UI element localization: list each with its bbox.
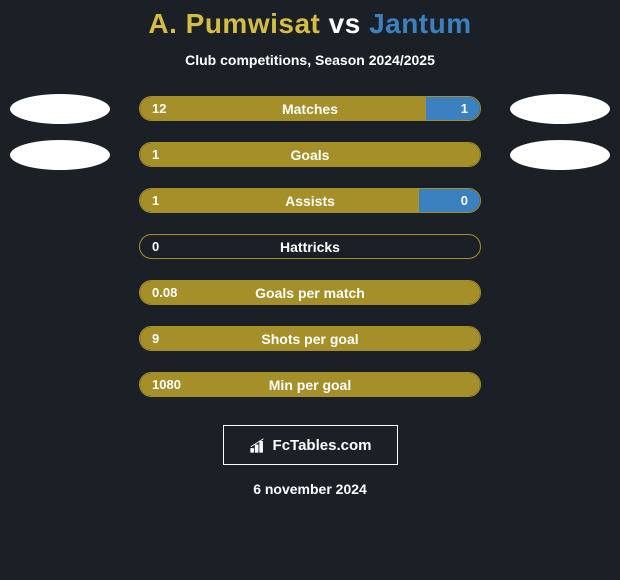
stat-row: 0.08 Goals per match [0, 280, 620, 305]
player-left-name: A. Pumwisat [148, 8, 320, 39]
chart-icon [249, 436, 267, 454]
stat-label: Shots per goal [261, 331, 358, 347]
stat-label: Hattricks [280, 239, 340, 255]
stat-row: 9 Shots per goal [0, 326, 620, 351]
player-right-badge [510, 140, 610, 170]
stat-right-value: 0 [461, 193, 468, 208]
player-right-badge [510, 94, 610, 124]
player-left-badge [10, 140, 110, 170]
stat-label: Matches [282, 101, 338, 117]
player-right-name: Jantum [369, 8, 472, 39]
comparison-infographic: A. Pumwisat vs Jantum Club competitions,… [0, 0, 620, 580]
stat-row: 1080 Min per goal [0, 372, 620, 397]
stat-left-value: 1 [152, 147, 159, 162]
bar-fill-left [140, 189, 419, 212]
subtitle: Club competitions, Season 2024/2025 [185, 52, 435, 68]
stat-label: Assists [285, 193, 335, 209]
stat-bar: 1 Goals [139, 142, 481, 167]
player-left-badge [10, 94, 110, 124]
stat-bar: 0.08 Goals per match [139, 280, 481, 305]
title-vs: vs [329, 8, 361, 39]
stat-bar: 1 0 Assists [139, 188, 481, 213]
stat-label: Min per goal [269, 377, 351, 393]
stat-bar: 12 1 Matches [139, 96, 481, 121]
stat-left-value: 0.08 [152, 285, 177, 300]
bar-fill-right [419, 189, 480, 212]
stat-left-value: 1 [152, 193, 159, 208]
stats-list: 12 1 Matches 1 Goals 1 0 Assists 0 Hattricks 0.08 G… [0, 96, 620, 397]
stat-left-value: 9 [152, 331, 159, 346]
stat-row: 0 Hattricks [0, 234, 620, 259]
stat-bar: 1080 Min per goal [139, 372, 481, 397]
logo-text: FcTables.com [273, 437, 372, 454]
stat-label: Goals [291, 147, 330, 163]
page-title: A. Pumwisat vs Jantum [148, 8, 471, 40]
stat-bar: 0 Hattricks [139, 234, 481, 259]
stat-row: 1 0 Assists [0, 188, 620, 213]
fctables-logo: FcTables.com [223, 425, 398, 465]
date-text: 6 november 2024 [253, 481, 367, 497]
stat-left-value: 0 [152, 239, 159, 254]
stat-bar: 9 Shots per goal [139, 326, 481, 351]
stat-left-value: 1080 [152, 377, 181, 392]
stat-row: 12 1 Matches [0, 96, 620, 121]
stat-left-value: 12 [152, 101, 166, 116]
stat-row: 1 Goals [0, 142, 620, 167]
bar-fill-right [426, 97, 480, 120]
stat-label: Goals per match [255, 285, 365, 301]
stat-right-value: 1 [461, 101, 468, 116]
